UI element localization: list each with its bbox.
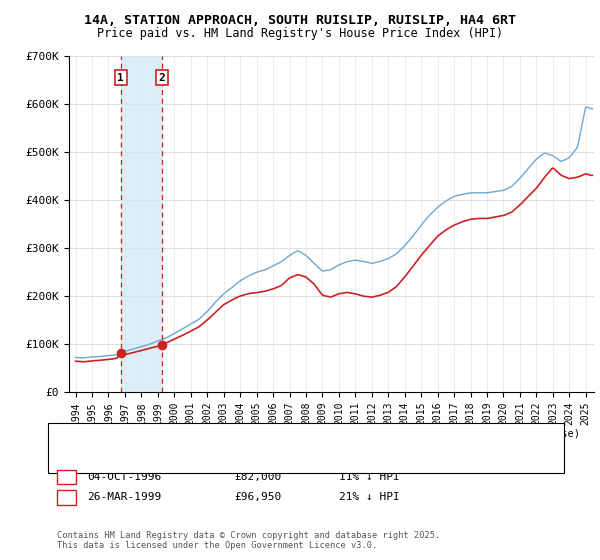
Text: 2: 2	[63, 492, 70, 502]
Text: Price paid vs. HM Land Registry's House Price Index (HPI): Price paid vs. HM Land Registry's House …	[97, 27, 503, 40]
Text: £82,000: £82,000	[234, 472, 281, 482]
Bar	[121, 56, 161, 392]
Text: ─────: ─────	[63, 442, 101, 456]
Text: Contains HM Land Registry data © Crown copyright and database right 2025.
This d: Contains HM Land Registry data © Crown c…	[57, 530, 440, 550]
Text: 1: 1	[63, 472, 70, 482]
Text: 1: 1	[118, 73, 124, 83]
Text: 04-OCT-1996: 04-OCT-1996	[87, 472, 161, 482]
Text: 26-MAR-1999: 26-MAR-1999	[87, 492, 161, 502]
Text: ─────: ─────	[63, 427, 101, 441]
Bar	[69, 56, 121, 392]
Text: 21% ↓ HPI: 21% ↓ HPI	[339, 492, 400, 502]
Text: 14A, STATION APPROACH, SOUTH RUISLIP, RUISLIP, HA4 6RT (semi-detached house): 14A, STATION APPROACH, SOUTH RUISLIP, RU…	[105, 429, 580, 439]
Text: 14A, STATION APPROACH, SOUTH RUISLIP, RUISLIP, HA4 6RT: 14A, STATION APPROACH, SOUTH RUISLIP, RU…	[84, 14, 516, 27]
Text: HPI: Average price, semi-detached house, Hillingdon: HPI: Average price, semi-detached house,…	[105, 444, 424, 454]
Text: £96,950: £96,950	[234, 492, 281, 502]
Text: 11% ↓ HPI: 11% ↓ HPI	[339, 472, 400, 482]
Text: 2: 2	[158, 73, 165, 83]
